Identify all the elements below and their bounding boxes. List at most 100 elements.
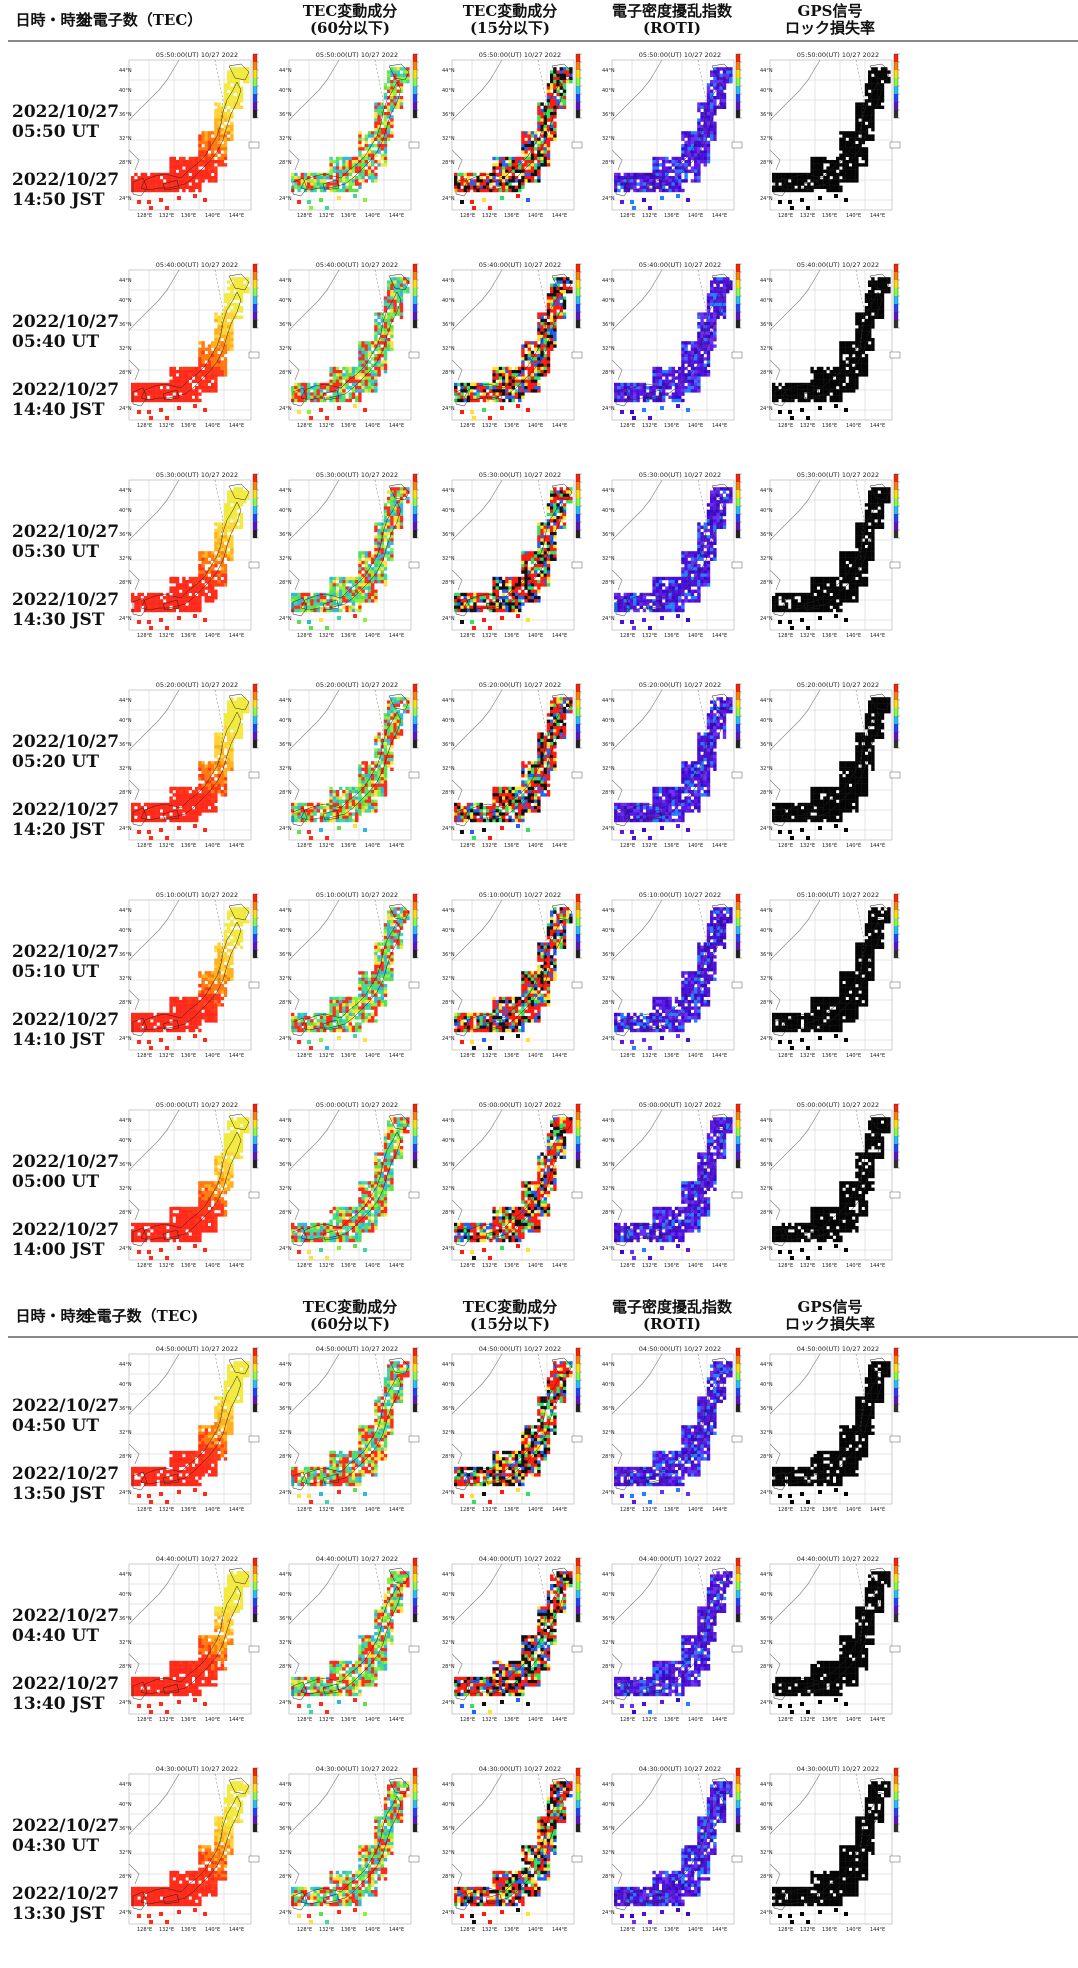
lat-tick-label: 28°N: [442, 1210, 455, 1216]
colorbar: [253, 474, 259, 538]
lat-tick-label: 36°N: [279, 952, 292, 958]
lon-tick-label: 128°E: [297, 1717, 312, 1723]
lon-tick-label: 140°E: [365, 1717, 380, 1723]
lat-tick-label: 44°N: [442, 698, 455, 704]
map-svg: 04:50:00(UT) 10/27 202244°N40°N36°N32°N2…: [119, 1344, 269, 1532]
colorbar: [413, 1768, 419, 1832]
lon-tick-label: 140°E: [528, 1263, 543, 1269]
colorbar: [736, 1768, 742, 1832]
lat-tick-label: 32°N: [442, 1850, 455, 1856]
logo-box: [890, 1192, 900, 1198]
lon-tick-label: 144°E: [552, 1927, 567, 1933]
map-title: 05:00:00(UT) 10/27 2022: [156, 1101, 238, 1109]
lat-tick-label: 24°N: [602, 1700, 615, 1706]
lat-tick-label: 28°N: [602, 160, 615, 166]
lon-tick-label: 140°E: [846, 1717, 861, 1723]
lon-tick-label: 140°E: [688, 1507, 703, 1513]
map-svg: 05:40:00(UT) 10/27 202244°N40°N36°N32°N2…: [442, 260, 592, 448]
lat-tick-label: 24°N: [602, 826, 615, 832]
lon-tick-label: 136°E: [504, 423, 519, 429]
lat-tick-label: 44°N: [442, 908, 455, 914]
lon-tick-label: 128°E: [460, 1053, 475, 1059]
colorbar: [894, 264, 900, 328]
lon-tick-label: 128°E: [297, 1927, 312, 1933]
lat-tick-label: 24°N: [760, 826, 773, 832]
colorbar: [576, 264, 582, 328]
lat-tick-label: 32°N: [602, 556, 615, 562]
lat-tick-label: 44°N: [119, 1782, 132, 1788]
lat-tick-label: 36°N: [442, 532, 455, 538]
lat-tick-label: 24°N: [602, 1246, 615, 1252]
lat-tick-label: 28°N: [119, 1454, 132, 1460]
lat-tick-label: 24°N: [760, 1246, 773, 1252]
lat-tick-label: 40°N: [602, 88, 615, 94]
lat-tick-label: 24°N: [119, 1910, 132, 1916]
map-svg: 05:40:00(UT) 10/27 202244°N40°N36°N32°N2…: [760, 260, 910, 448]
lon-tick-label: 136°E: [822, 843, 837, 849]
lon-tick-label: 136°E: [341, 843, 356, 849]
lon-tick-label: 132°E: [800, 1053, 815, 1059]
lat-tick-label: 40°N: [279, 1382, 292, 1388]
lon-tick-label: 128°E: [778, 633, 793, 639]
lat-tick-label: 32°N: [279, 766, 292, 772]
map-title: 05:50:00(UT) 10/27 2022: [316, 51, 398, 59]
lat-tick-label: 40°N: [442, 1592, 455, 1598]
lon-tick-label: 144°E: [712, 423, 727, 429]
lat-tick-label: 32°N: [279, 1640, 292, 1646]
lat-tick-label: 40°N: [442, 1382, 455, 1388]
lon-tick-label: 128°E: [778, 213, 793, 219]
logo-box: [890, 772, 900, 778]
lon-tick-label: 140°E: [205, 1263, 220, 1269]
date-label: 2022/10/27: [12, 522, 119, 542]
lon-tick-label: 136°E: [664, 843, 679, 849]
lon-tick-label: 144°E: [229, 1263, 244, 1269]
lat-tick-label: 32°N: [602, 346, 615, 352]
lon-tick-label: 140°E: [205, 1717, 220, 1723]
lat-tick-label: 44°N: [279, 1118, 292, 1124]
lat-tick-label: 32°N: [760, 136, 773, 142]
lat-tick-label: 32°N: [119, 1850, 132, 1856]
lon-tick-label: 144°E: [870, 1053, 885, 1059]
lat-tick-label: 40°N: [602, 1592, 615, 1598]
lat-tick-label: 40°N: [760, 1382, 773, 1388]
lat-tick-label: 44°N: [442, 68, 455, 74]
colorbar: [253, 684, 259, 748]
lat-tick-label: 40°N: [760, 928, 773, 934]
lat-tick-label: 28°N: [442, 160, 455, 166]
map-svg: 05:10:00(UT) 10/27 202244°N40°N36°N32°N2…: [119, 890, 269, 1078]
lat-tick-label: 24°N: [760, 1910, 773, 1916]
logo-box: [890, 1646, 900, 1652]
colorbar: [413, 1104, 419, 1168]
lon-tick-label: 140°E: [365, 423, 380, 429]
lon-tick-label: 128°E: [137, 843, 152, 849]
lon-tick-label: 144°E: [712, 1053, 727, 1059]
lat-tick-label: 28°N: [442, 1454, 455, 1460]
lon-tick-label: 132°E: [642, 423, 657, 429]
lat-tick-label: 44°N: [119, 1572, 132, 1578]
logo-box: [572, 1436, 582, 1442]
lon-tick-label: 144°E: [712, 843, 727, 849]
time-label: 14:00 JST: [12, 1240, 104, 1260]
lon-tick-label: 136°E: [181, 633, 196, 639]
logo-box: [409, 1192, 419, 1198]
logo-box: [890, 1856, 900, 1862]
lon-tick-label: 136°E: [822, 1717, 837, 1723]
lon-tick-label: 132°E: [482, 1507, 497, 1513]
lon-tick-label: 136°E: [822, 1053, 837, 1059]
header-column-1: 全電子数（TEC）: [65, 0, 215, 40]
lat-tick-label: 28°N: [442, 1874, 455, 1880]
